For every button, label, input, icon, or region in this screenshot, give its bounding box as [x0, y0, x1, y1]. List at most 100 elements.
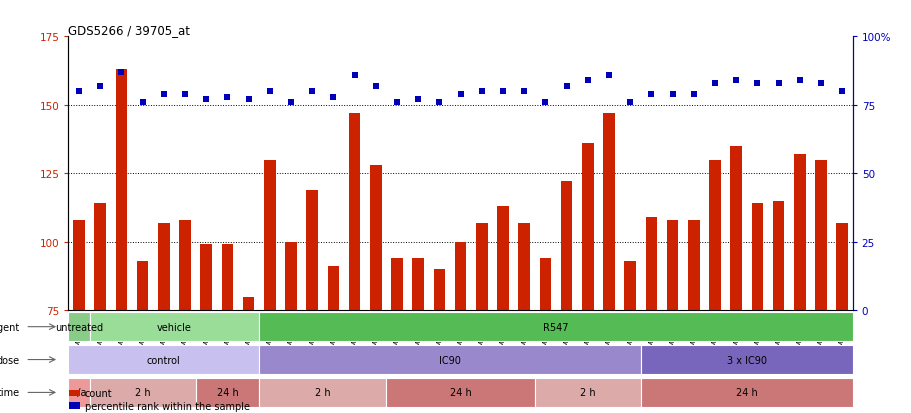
Bar — [666, 220, 678, 311]
Point — [834, 88, 848, 95]
Text: untreated: untreated — [55, 322, 103, 332]
Text: time: time — [0, 387, 20, 397]
Bar — [517, 223, 529, 311]
Bar — [263, 160, 275, 311]
Point — [686, 91, 701, 98]
Point — [389, 100, 404, 106]
Bar — [348, 114, 360, 311]
Point — [199, 97, 213, 103]
Point — [326, 94, 341, 101]
Bar — [68, 378, 89, 407]
Bar — [412, 259, 424, 311]
Bar — [455, 242, 466, 311]
Point — [601, 72, 616, 79]
Point — [474, 88, 488, 95]
Text: control: control — [147, 355, 180, 365]
Bar — [581, 144, 593, 311]
Bar — [221, 245, 233, 311]
Point — [558, 83, 573, 90]
Text: GDS5266 / 39705_at: GDS5266 / 39705_at — [68, 24, 190, 37]
Bar — [560, 182, 572, 311]
Bar — [433, 270, 445, 311]
Text: 24 h: 24 h — [449, 387, 471, 397]
Text: vehicle: vehicle — [157, 322, 191, 332]
Bar — [645, 218, 657, 311]
Point — [749, 80, 763, 87]
Text: 24 h: 24 h — [735, 387, 757, 397]
Bar — [539, 259, 550, 311]
Bar — [242, 297, 254, 311]
Bar — [751, 204, 763, 311]
Bar — [835, 223, 847, 311]
Bar — [179, 220, 190, 311]
Bar — [772, 201, 783, 311]
Point — [792, 78, 806, 84]
Bar — [94, 204, 106, 311]
Point — [304, 88, 319, 95]
Bar — [259, 345, 640, 375]
Bar — [285, 242, 296, 311]
Bar — [158, 223, 169, 311]
Point — [368, 83, 383, 90]
Point — [432, 100, 446, 106]
Bar — [89, 378, 195, 407]
Text: 2 h: 2 h — [314, 387, 330, 397]
Point — [453, 91, 467, 98]
Bar — [116, 70, 128, 311]
Bar — [68, 345, 259, 375]
Bar — [534, 378, 640, 407]
Bar — [259, 312, 852, 342]
Point — [622, 100, 637, 106]
Text: dose: dose — [0, 355, 20, 365]
Point — [813, 80, 827, 87]
Text: n/a: n/a — [71, 387, 87, 397]
Bar — [602, 114, 614, 311]
Point — [220, 94, 234, 101]
Point — [93, 83, 107, 90]
Bar — [624, 261, 635, 311]
Point — [411, 97, 425, 103]
Bar — [640, 345, 852, 375]
Point — [178, 91, 192, 98]
Point — [537, 100, 552, 106]
Bar — [195, 378, 259, 407]
Bar — [814, 160, 826, 311]
Bar — [793, 155, 804, 311]
Bar — [386, 378, 534, 407]
Text: 24 h: 24 h — [216, 387, 238, 397]
Point — [771, 80, 785, 87]
Bar — [709, 160, 720, 311]
Bar — [476, 223, 487, 311]
Bar — [496, 206, 508, 311]
Bar — [730, 147, 742, 311]
Point — [517, 88, 531, 95]
Bar — [68, 312, 89, 342]
Text: 2 h: 2 h — [135, 387, 150, 397]
Bar — [200, 245, 211, 311]
Point — [114, 69, 128, 76]
Point — [283, 100, 298, 106]
Bar — [89, 312, 259, 342]
Text: percentile rank within the sample: percentile rank within the sample — [85, 401, 250, 411]
Point — [643, 91, 658, 98]
Text: agent: agent — [0, 322, 20, 332]
Bar — [391, 259, 403, 311]
Point — [157, 91, 171, 98]
Bar — [640, 378, 852, 407]
Text: IC90: IC90 — [438, 355, 460, 365]
Point — [707, 80, 722, 87]
Point — [72, 88, 87, 95]
Bar — [137, 261, 148, 311]
Point — [579, 78, 594, 84]
Text: 3 x IC90: 3 x IC90 — [726, 355, 766, 365]
Text: R547: R547 — [543, 322, 568, 332]
Point — [262, 88, 277, 95]
Point — [664, 91, 679, 98]
Bar — [370, 166, 381, 311]
Point — [135, 100, 149, 106]
Point — [728, 78, 742, 84]
Point — [495, 88, 509, 95]
Bar — [327, 267, 339, 311]
Bar — [259, 378, 386, 407]
Bar — [73, 220, 85, 311]
